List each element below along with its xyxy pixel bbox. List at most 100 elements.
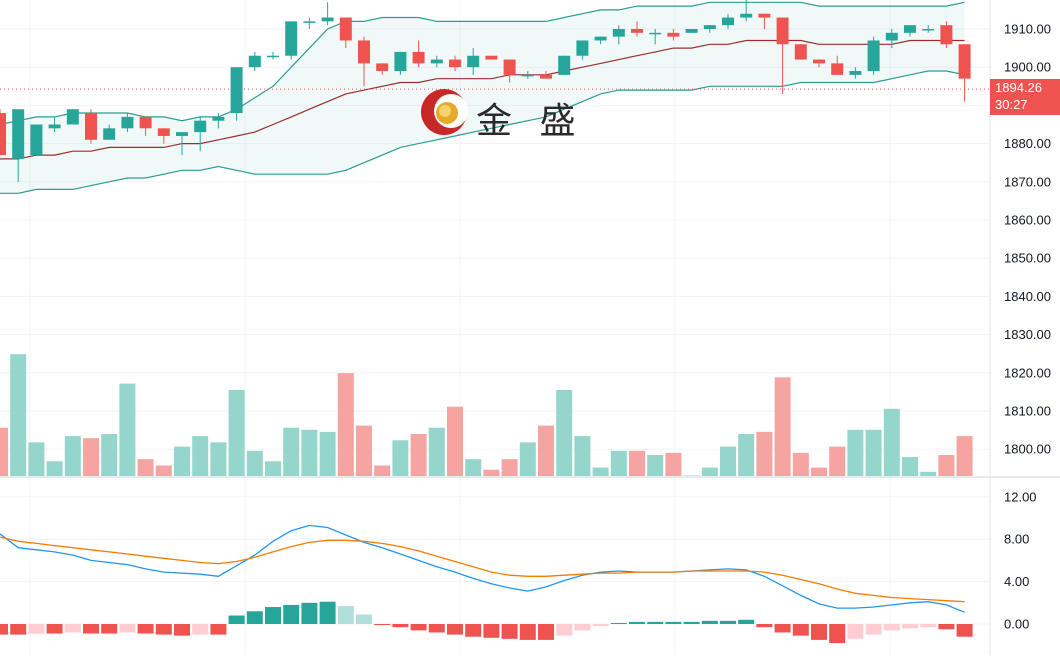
candle-body (867, 40, 880, 72)
macd-histogram-bar (301, 602, 318, 624)
candle-body (813, 59, 825, 64)
candle-body (685, 29, 698, 33)
macd-histogram-bar (738, 619, 755, 624)
volume-bar (101, 434, 118, 476)
macd-histogram-bar (556, 624, 573, 636)
candle-body (449, 59, 461, 68)
macd-histogram-bar (428, 624, 445, 633)
volume-bar (210, 442, 227, 476)
volume-bar (465, 459, 482, 476)
volume-bar (829, 446, 846, 476)
candle-body (30, 124, 43, 156)
candle-body (248, 55, 261, 68)
jinsheng-logo-icon (420, 88, 468, 136)
volume-bar (174, 446, 190, 476)
candle-body (0, 113, 6, 156)
candle-body (358, 40, 370, 64)
candle-body (631, 29, 643, 33)
volume-bar (356, 425, 372, 476)
candle-body (485, 55, 498, 60)
macd-histogram-bar (610, 622, 627, 624)
candle-body (558, 55, 571, 75)
macd-histogram-bar (64, 624, 81, 633)
macd-tick-label: 12.00 (1004, 489, 1037, 504)
candle-body (12, 109, 25, 159)
volume-bar (756, 431, 773, 476)
volume-bar (28, 442, 45, 476)
volume-bar (847, 429, 864, 476)
bollinger-lower-line (0, 70, 965, 194)
price-tick-label: 1820.00 (1004, 365, 1051, 380)
macd-tick-label: 4.00 (1004, 574, 1029, 589)
volume-bar (228, 389, 245, 476)
volume-bar (883, 408, 900, 476)
volume-bar (920, 471, 937, 476)
volume-bar (556, 389, 573, 476)
candle-body (576, 40, 589, 56)
macd-histogram-bar (392, 624, 409, 628)
bollinger-basis-line (0, 39, 965, 160)
macd-histogram-bar (337, 605, 354, 624)
volume-bar (811, 467, 827, 476)
volume-bar (137, 459, 154, 476)
volume-bar (10, 354, 27, 476)
last-price-badge: 1894.26 30:27 (990, 79, 1060, 115)
volume-bar (519, 442, 536, 476)
candle-body (740, 13, 753, 18)
macd-histogram-bar (192, 624, 209, 635)
macd-histogram-bar (501, 624, 518, 639)
macd-tick-label: 0.00 (1004, 617, 1029, 632)
bar-countdown: 30:27 (995, 97, 1028, 112)
volume-bar (938, 455, 955, 476)
candle-body (139, 116, 152, 129)
candle-body (66, 109, 79, 125)
volume-bar (428, 427, 445, 476)
macd-histogram-bar (720, 620, 736, 624)
macd-histogram-bar (246, 611, 263, 624)
price-tick-label: 1880.00 (1004, 136, 1051, 151)
macd-histogram-bar (410, 624, 427, 631)
volume-bar (0, 427, 8, 476)
macd-histogram-bar (374, 624, 391, 626)
candle-body (85, 113, 97, 140)
macd-histogram-bar (119, 624, 136, 633)
candle-body (212, 116, 225, 121)
volume-bar (738, 434, 755, 476)
candle-body (940, 25, 953, 45)
volume-bar (155, 465, 172, 476)
volume-bar (774, 377, 791, 476)
volume-bar (83, 438, 99, 476)
candle-body (922, 29, 935, 31)
volume-bar (319, 431, 336, 476)
price-tick-label: 1870.00 (1004, 174, 1051, 189)
macd-histogram-bar (956, 624, 973, 637)
macd-histogram-bar (447, 624, 463, 635)
candle-body (776, 17, 789, 45)
volume-bar (265, 461, 281, 476)
macd-histogram-bar (865, 624, 882, 635)
macd-histogram-bar (683, 621, 700, 624)
candle-body (885, 32, 898, 41)
volume-bar (574, 436, 591, 476)
volume-bar (501, 459, 518, 476)
macd-histogram-bar (792, 624, 809, 636)
candle-body (722, 17, 734, 26)
candle-body (467, 55, 480, 68)
volume-bar (337, 373, 354, 476)
bollinger-fill (0, 2, 965, 194)
candle-body (430, 59, 443, 64)
macd-histogram-bar (0, 624, 8, 635)
candle-body (958, 44, 971, 79)
volume-bar (246, 450, 263, 476)
candle-body (285, 21, 298, 56)
volume-bar (192, 436, 209, 476)
volume-bar (647, 455, 664, 476)
macd-histogram-bar (283, 604, 300, 624)
macd-histogram-bar (465, 624, 482, 637)
macd-histogram-bar (938, 624, 955, 630)
macd-histogram-bar (155, 624, 172, 635)
macd-histogram-bar (356, 614, 372, 624)
